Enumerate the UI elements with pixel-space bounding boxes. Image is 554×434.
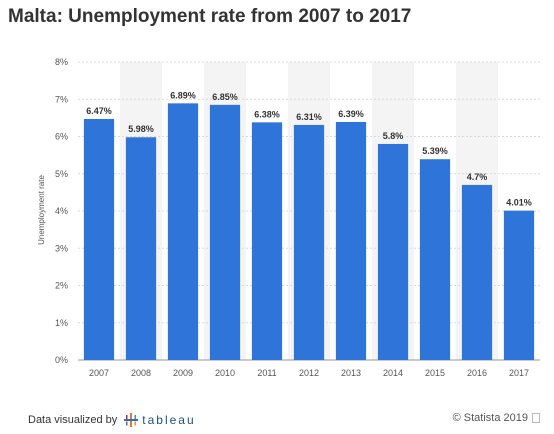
y-tick-label: 8% xyxy=(55,57,68,67)
x-tick-label: 2008 xyxy=(131,368,151,378)
y-tick-label: 2% xyxy=(55,281,68,291)
tableau-logo[interactable]: tableau xyxy=(123,412,195,428)
x-tick-label: 2012 xyxy=(299,368,319,378)
data-label: 6.85% xyxy=(212,92,238,102)
bar xyxy=(419,159,451,360)
data-label: 4.7% xyxy=(467,172,488,182)
x-tick-label: 2014 xyxy=(383,368,403,378)
bar xyxy=(125,137,157,360)
tableau-wordmark: tableau xyxy=(142,413,196,427)
y-tick-label: 7% xyxy=(55,94,68,104)
x-tick-label: 2009 xyxy=(173,368,193,378)
x-tick-label: 2007 xyxy=(89,368,109,378)
y-tick-label: 3% xyxy=(55,243,68,253)
data-label: 5.39% xyxy=(422,146,448,156)
y-tick-label: 5% xyxy=(55,169,68,179)
y-tick-label: 4% xyxy=(55,206,68,216)
y-tick-label: 6% xyxy=(55,132,68,142)
bar xyxy=(293,124,325,360)
data-label: 6.47% xyxy=(86,106,112,116)
x-tick-label: 2010 xyxy=(215,368,235,378)
data-label: 5.98% xyxy=(128,124,154,134)
y-tick-label: 1% xyxy=(55,318,68,328)
copyright-label: © Statista 2019 xyxy=(452,412,528,424)
y-tick-label: 0% xyxy=(55,355,68,365)
x-tick-label: 2017 xyxy=(509,368,529,378)
bar xyxy=(335,121,367,360)
data-label: 4.01% xyxy=(506,198,532,208)
bar xyxy=(209,104,241,361)
bar xyxy=(83,118,115,361)
bar xyxy=(461,184,493,360)
y-axis-label: Unemployment rate xyxy=(37,175,46,245)
tableau-cross-icon xyxy=(124,413,139,427)
footer-credit: Data visualized by tableau xyxy=(28,412,196,428)
data-label: 6.89% xyxy=(170,90,196,100)
chart-title: Malta: Unemployment rate from 2007 to 20… xyxy=(8,6,412,27)
credit-label: Data visualized by xyxy=(28,414,118,426)
x-tick-label: 2016 xyxy=(467,368,487,378)
data-label: 5.8% xyxy=(383,131,404,141)
data-label: 6.31% xyxy=(296,112,322,122)
bar xyxy=(167,103,199,360)
x-tick-label: 2015 xyxy=(425,368,445,378)
page-corner-icon xyxy=(532,413,540,423)
bar xyxy=(251,122,283,360)
bar xyxy=(503,210,535,360)
data-label: 6.38% xyxy=(254,109,280,119)
x-tick-label: 2011 xyxy=(257,368,276,378)
footer-copyright: © Statista 2019 xyxy=(453,412,540,424)
data-label: 6.39% xyxy=(338,109,364,119)
bar xyxy=(377,143,409,360)
x-tick-label: 2013 xyxy=(341,368,361,378)
